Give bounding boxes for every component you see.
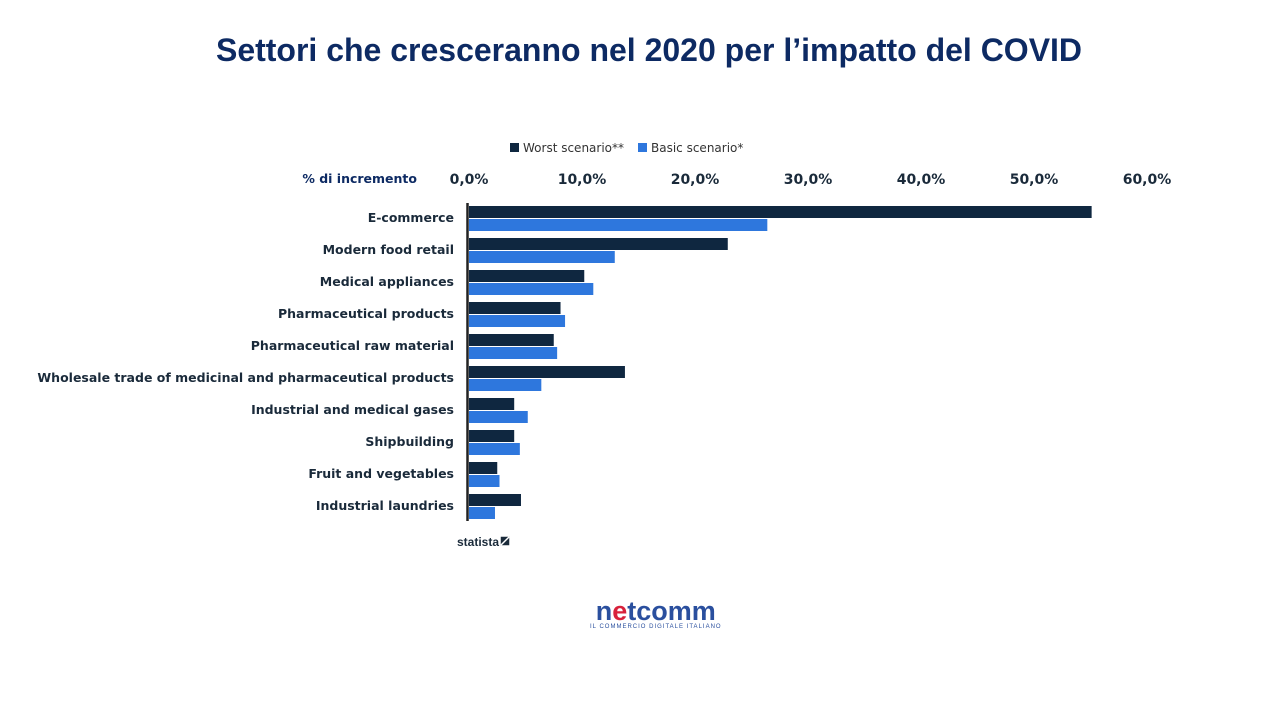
legend-label: Worst scenario** bbox=[523, 141, 624, 155]
x-axis-label: % di incremento bbox=[302, 171, 417, 186]
category-label: Medical appliances bbox=[320, 274, 454, 289]
statista-icon bbox=[499, 535, 511, 547]
bar-worst bbox=[469, 206, 1092, 218]
category-label: Modern food retail bbox=[323, 242, 454, 257]
bar-worst bbox=[469, 270, 585, 282]
category-label: Pharmaceutical raw material bbox=[251, 338, 454, 353]
x-tick-label: 10,0% bbox=[558, 172, 607, 188]
bar-basic bbox=[469, 475, 500, 487]
x-tick-label: 0,0% bbox=[450, 172, 489, 188]
bar-worst bbox=[469, 494, 521, 506]
category-label: Pharmaceutical products bbox=[278, 306, 454, 321]
legend-swatch bbox=[638, 143, 647, 152]
bar-basic bbox=[469, 411, 528, 423]
x-tick-label: 20,0% bbox=[671, 172, 720, 188]
legend-label: Basic scenario* bbox=[651, 141, 743, 155]
category-label: Industrial laundries bbox=[316, 498, 454, 513]
netcomm-logo: netcomm IL COMMERCIO DIGITALE ITALIANO bbox=[590, 596, 722, 631]
bar-worst bbox=[469, 366, 625, 378]
x-tick-label: 60,0% bbox=[1123, 172, 1172, 188]
bar-worst bbox=[469, 398, 515, 410]
category-label: E-commerce bbox=[368, 210, 454, 225]
bar-basic bbox=[469, 315, 566, 327]
x-tick-label: 40,0% bbox=[897, 172, 946, 188]
bar-basic bbox=[469, 443, 520, 455]
bar-worst bbox=[469, 430, 515, 442]
statista-logo: statista bbox=[457, 535, 499, 549]
x-tick-label: 50,0% bbox=[1010, 172, 1059, 188]
bar-basic bbox=[469, 283, 594, 295]
bar-basic bbox=[469, 251, 615, 263]
chart-title: Settori che cresceranno nel 2020 per l’i… bbox=[215, 32, 1083, 68]
bar-worst bbox=[469, 238, 728, 250]
bar-basic bbox=[469, 219, 768, 231]
bar-worst bbox=[469, 334, 554, 346]
bar-worst bbox=[469, 462, 498, 474]
bar-basic bbox=[469, 347, 558, 359]
bar-worst bbox=[469, 302, 561, 314]
category-label: Fruit and vegetables bbox=[308, 466, 454, 481]
x-tick-label: 30,0% bbox=[784, 172, 833, 188]
category-label: Wholesale trade of medicinal and pharmac… bbox=[37, 370, 454, 385]
bar-basic bbox=[469, 379, 542, 391]
bar-basic bbox=[469, 507, 495, 519]
category-label: Shipbuilding bbox=[365, 434, 454, 449]
legend-swatch bbox=[510, 143, 519, 152]
category-label: Industrial and medical gases bbox=[251, 402, 454, 417]
